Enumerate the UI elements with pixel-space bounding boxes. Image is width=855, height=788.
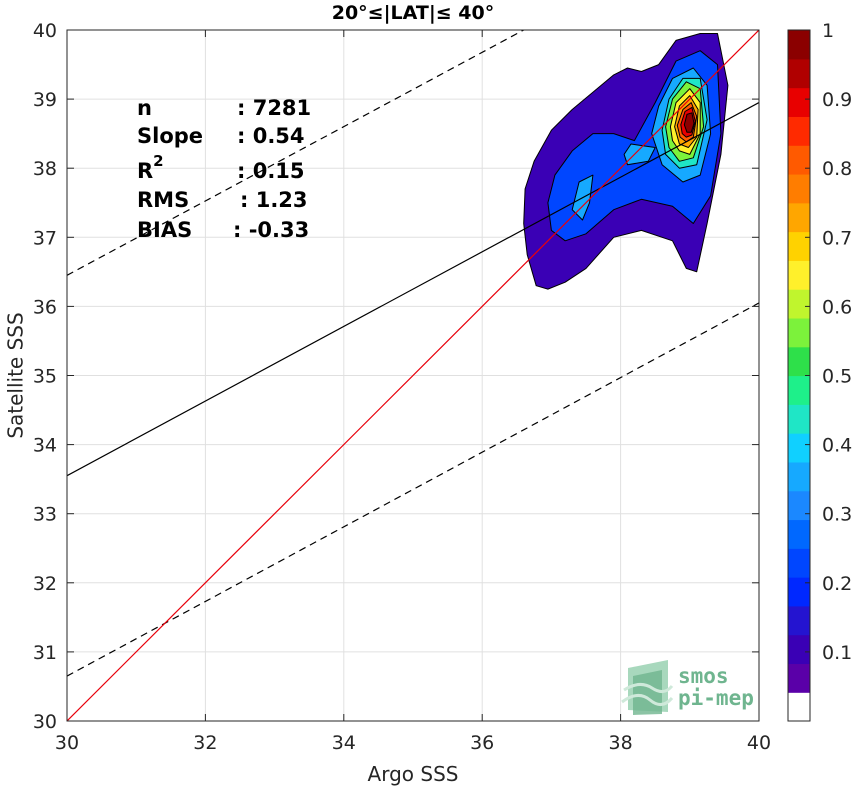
- stat-label-sup: 2: [153, 152, 163, 170]
- colorbar-tick-label: 0.2: [822, 573, 852, 595]
- x-tick-label: 36: [470, 732, 494, 754]
- colorbar-swatch: [788, 375, 810, 405]
- y-tick-label: 35: [33, 366, 57, 388]
- stat-value: : 7281: [237, 96, 311, 120]
- y-tick-label: 34: [33, 435, 57, 457]
- colorbar-swatch: [788, 605, 810, 636]
- x-tick-label: 38: [609, 732, 633, 754]
- y-tick-label: 33: [33, 504, 57, 526]
- smos-pi-mep-logo: smos pi-mep: [621, 660, 754, 715]
- colorbar-tick-label: 0.5: [822, 366, 852, 388]
- y-tick-label: 32: [33, 573, 57, 595]
- x-axis-label: Argo SSS: [368, 762, 459, 786]
- colorbar-tick-label: 0.1: [822, 642, 852, 664]
- y-tick-label: 31: [33, 642, 57, 664]
- x-tick-label: 34: [332, 732, 356, 754]
- colorbar-swatch: [788, 404, 810, 434]
- colorbar-swatch: [788, 663, 810, 693]
- colorbar-swatch: [788, 116, 810, 146]
- colorbar-swatch: [788, 490, 810, 521]
- identity-line: [67, 30, 759, 721]
- colorbar-swatch: [788, 548, 810, 578]
- x-tick-label: 30: [55, 732, 79, 754]
- stat-label: Slope: [137, 124, 203, 148]
- y-tick-label: 39: [33, 89, 57, 111]
- regression-line: [67, 102, 759, 477]
- colorbar-tick-label: 0.3: [822, 504, 852, 526]
- colorbar-tick-label: 0.4: [822, 435, 852, 457]
- colorbar-swatch: [788, 202, 810, 233]
- colorbar-swatch: [788, 173, 810, 204]
- y-tick-label: 38: [33, 158, 57, 180]
- stat-value: : -0.33: [233, 218, 309, 242]
- y-tick-label: 30: [33, 711, 57, 733]
- colorbar-tick-label: 0.6: [822, 296, 852, 318]
- x-tick-label: 40: [747, 732, 771, 754]
- stat-label: R2: [137, 152, 164, 183]
- colorbar-swatch: [788, 30, 810, 60]
- colorbar-swatch: [788, 87, 810, 117]
- colorbar-swatch: [788, 634, 810, 665]
- colorbar-swatch: [788, 519, 810, 549]
- lower-bound-line: [67, 302, 759, 677]
- colorbar-swatch: [788, 260, 810, 290]
- stats-box: n : 7281 Slope : 0.54 R2 : 0.15 RMS : 1.23 BIAS:…: [137, 96, 311, 242]
- colorbar-tick-label: 1: [822, 20, 834, 42]
- y-tick-label: 36: [33, 296, 57, 318]
- stat-value: : 1.23: [240, 188, 308, 212]
- contour-level: [683, 112, 695, 133]
- reference-lines: [67, 30, 759, 721]
- colorbar-swatch: [788, 289, 810, 319]
- logo-line1: smos: [678, 664, 729, 688]
- y-tick-label: 37: [33, 227, 57, 249]
- colorbar-swatch: [788, 346, 810, 377]
- stat-value: : 0.15: [237, 159, 305, 183]
- colorbar-swatch: [788, 577, 810, 607]
- colorbar-swatch: [788, 145, 810, 175]
- colorbar-swatch: [788, 317, 810, 348]
- colorbar-swatch: [788, 461, 810, 492]
- axis-ticks: 30 32 34 36 38 40 30 31 32 33 34 35 36 37 38 39 40: [33, 20, 771, 754]
- colorbar-swatch: [788, 692, 810, 722]
- colorbar-swatch: [788, 58, 810, 89]
- colorbar-swatch: [788, 231, 810, 261]
- stat-value: : 0.54: [237, 124, 305, 148]
- upper-bound-line: [67, 30, 525, 276]
- stat-label: n: [137, 96, 152, 120]
- colorbar-swatch: [788, 433, 810, 463]
- y-axis-label: Satellite SSS: [4, 312, 28, 438]
- logo-line2: pi-mep: [678, 686, 754, 710]
- logo-mark-icon: [621, 660, 674, 715]
- colorbar-tick-label: 0.9: [822, 89, 852, 111]
- x-tick-label: 32: [193, 732, 217, 754]
- colorbar-tick-label: 0.8: [822, 158, 852, 180]
- density-contours: [523, 33, 729, 290]
- stat-label: RMS: [137, 188, 189, 212]
- chart-title: 20°≤|LAT|≤ 40°: [332, 2, 495, 24]
- y-tick-label: 40: [33, 20, 57, 42]
- stat-label: BIAS: [137, 218, 192, 242]
- colorbar-tick-label: 0.7: [822, 227, 852, 249]
- colorbar: 0.1 0.2 0.3 0.4 0.5 0.6 0.7 0.8 0.9 1: [787, 20, 852, 722]
